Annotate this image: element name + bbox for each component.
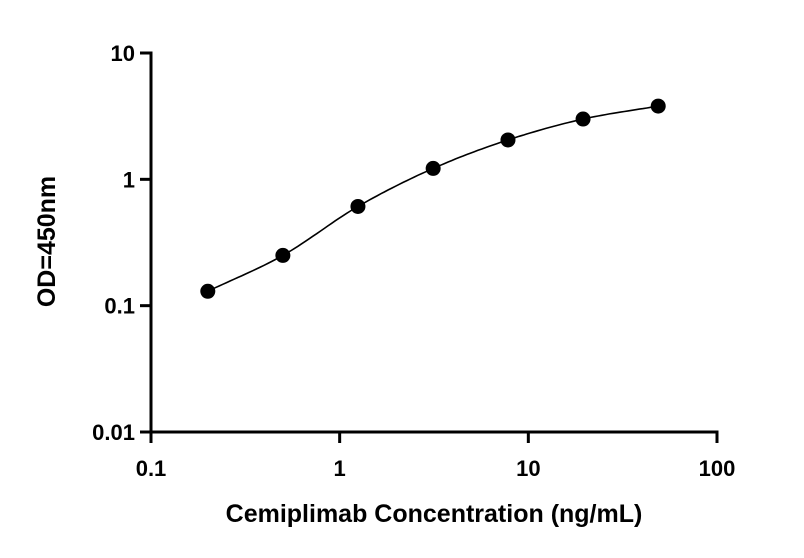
x-tick-label: 0.1 — [136, 456, 167, 481]
data-points — [200, 98, 666, 299]
data-point — [350, 198, 366, 214]
fit-curve — [207, 105, 659, 293]
y-axis-title: OD=450nm — [33, 176, 61, 307]
data-point — [275, 247, 291, 263]
x-tick-label: 10 — [516, 456, 540, 481]
data-point — [500, 132, 516, 148]
y-axis-ticks: 0.01 0.1 1 10 — [92, 41, 151, 445]
y-tick-label: 0.01 — [92, 420, 135, 445]
y-tick-label: 0.1 — [104, 294, 135, 319]
x-axis-title: Cemiplimab Concentration (ng/mL) — [226, 500, 643, 528]
data-point — [650, 98, 666, 114]
data-point — [425, 160, 441, 176]
data-point — [200, 283, 216, 299]
y-tick-label: 1 — [123, 167, 135, 192]
x-tick-label: 1 — [334, 456, 346, 481]
y-tick-label: 10 — [111, 41, 135, 66]
data-point — [575, 111, 591, 127]
x-axis-ticks: 0.1 1 10 100 — [136, 432, 736, 481]
x-tick-label: 100 — [699, 456, 736, 481]
